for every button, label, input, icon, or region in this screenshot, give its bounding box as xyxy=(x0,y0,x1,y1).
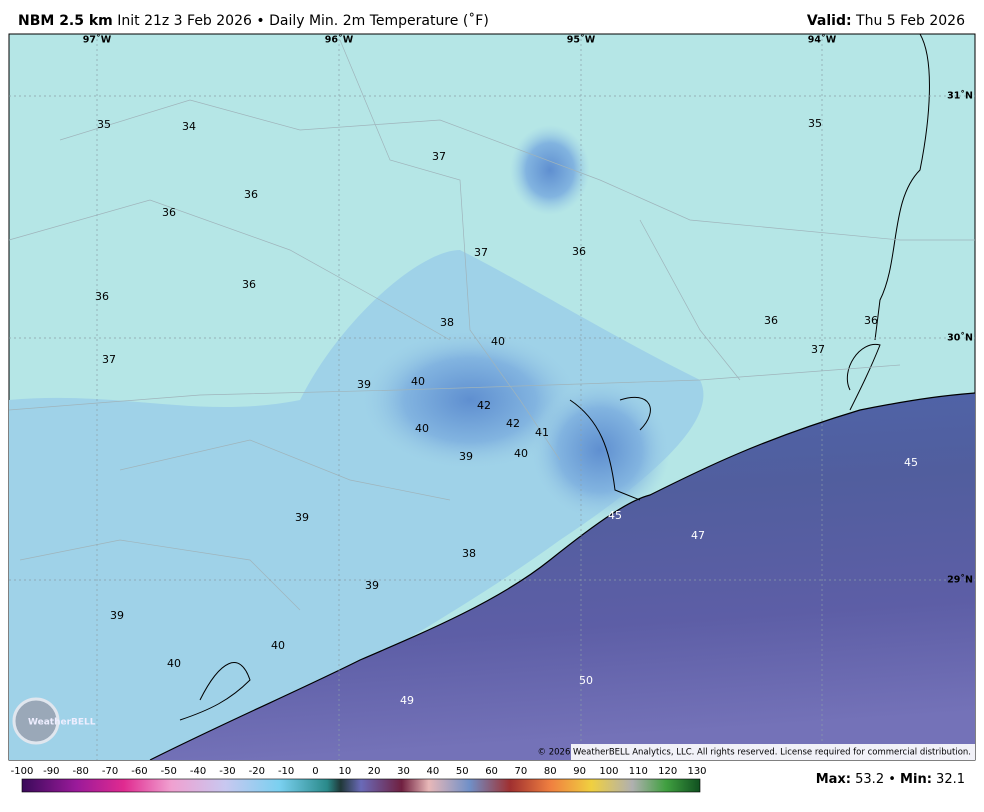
colorbar-tick-label: 110 xyxy=(629,766,648,777)
station-value: 36 xyxy=(244,188,258,201)
station-value: 38 xyxy=(462,547,476,560)
station-value: 36 xyxy=(162,206,176,219)
latitude-label: 30˚N xyxy=(947,333,973,344)
station-value: 41 xyxy=(535,426,549,439)
station-value: 38 xyxy=(440,316,454,329)
logo-text: WeatherBELL xyxy=(28,718,96,728)
station-value: 40 xyxy=(415,422,429,435)
station-value: 45 xyxy=(608,509,622,522)
colorbar-tick-label: 0 xyxy=(312,766,318,777)
colorbar-tick-label: 60 xyxy=(485,766,498,777)
station-value: 45 xyxy=(904,456,918,469)
station-value: 37 xyxy=(811,343,825,356)
latitude-label: 31˚N xyxy=(947,91,973,102)
min: 32.1 xyxy=(936,772,965,787)
colorbar-tick-label: -40 xyxy=(190,766,206,777)
logo: WeatherBELL xyxy=(12,697,96,745)
station-value: 39 xyxy=(365,579,379,592)
colorbar-tick-label: -50 xyxy=(161,766,177,777)
station-value: 39 xyxy=(295,511,309,524)
colorbar-tick-label: 70 xyxy=(515,766,528,777)
colorbar-tick-label: -10 xyxy=(278,766,294,777)
station-value: 36 xyxy=(572,245,586,258)
model: NBM 2.5 km xyxy=(18,13,113,29)
colorbar-tick-label: 20 xyxy=(368,766,381,777)
station-value: 36 xyxy=(764,314,778,327)
station-value: 36 xyxy=(864,314,878,327)
footer-stats: Max: 53.2 • Min: 32.1 xyxy=(816,772,965,787)
shoreline xyxy=(569,33,930,501)
warm-region xyxy=(510,125,590,215)
colorbar-tick-label: 30 xyxy=(397,766,410,777)
station-value: 49 xyxy=(400,694,414,707)
copyright-bg xyxy=(571,744,975,760)
station-value: 50 xyxy=(579,674,593,687)
separator: • xyxy=(256,13,264,29)
valid-label: Valid: xyxy=(807,13,852,29)
station-value: 37 xyxy=(474,246,488,259)
colorbar-tick-label: 100 xyxy=(599,766,618,777)
colorbar-tick-label: 40 xyxy=(427,766,440,777)
colorbar-tick-label: 130 xyxy=(687,766,706,777)
station-value: 40 xyxy=(167,657,181,670)
header-left: NBM 2.5 km Init 21z 3 Feb 2026 • Daily M… xyxy=(18,12,489,29)
station-value: 36 xyxy=(95,290,109,303)
valid-date: Thu 5 Feb 2026 xyxy=(855,13,965,29)
colorbar-tick-label: -90 xyxy=(43,766,59,777)
colorbar-tick-label: -30 xyxy=(219,766,235,777)
header-right: Valid: Thu 5 Feb 2026 xyxy=(807,13,965,29)
longitude-label: 94˚W xyxy=(808,35,837,46)
copyright: © 2026 WeatherBELL Analytics, LLC. All r… xyxy=(538,748,971,758)
station-value: 35 xyxy=(808,117,822,130)
station-value: 39 xyxy=(110,609,124,622)
station-value: 36 xyxy=(242,278,256,291)
station-value: 42 xyxy=(477,399,491,412)
station-value: 34 xyxy=(182,120,196,133)
warm-region xyxy=(360,330,580,470)
colorbar-tick-label: -60 xyxy=(131,766,147,777)
longitude-label: 97˚W xyxy=(83,35,112,46)
station-value: 47 xyxy=(691,529,705,542)
station-value: 39 xyxy=(357,378,371,391)
coastline xyxy=(149,392,976,761)
station-value: 40 xyxy=(514,447,528,460)
map: 97˚W 96˚W 95˚W 94˚W 31˚N 30˚N 29˚N 35 34 37 35 36 3… xyxy=(8,33,976,761)
station-value: 42 xyxy=(506,417,520,430)
gulf xyxy=(150,393,975,760)
separator: • xyxy=(888,772,896,787)
station-value: 40 xyxy=(491,335,505,348)
shoreline xyxy=(179,662,251,721)
min-label: Min: xyxy=(900,772,932,787)
max: 53.2 xyxy=(855,772,884,787)
logo-badge xyxy=(12,697,60,745)
colorbar-tick-label: -80 xyxy=(73,766,89,777)
init: Init 21z 3 Feb 2026 xyxy=(117,13,252,29)
station-value: 40 xyxy=(411,375,425,388)
colorbar-tick-label: -100 xyxy=(11,766,34,777)
station-value: 37 xyxy=(102,353,116,366)
warm-region xyxy=(530,380,670,520)
colorbar-tick-label: 120 xyxy=(658,766,677,777)
colorbar-tick-label: 80 xyxy=(544,766,557,777)
station-value: 35 xyxy=(97,118,111,131)
colorbar-tick-label: -70 xyxy=(102,766,118,777)
colorbar xyxy=(21,778,701,793)
max-label: Max: xyxy=(816,772,851,787)
longitude-label: 95˚W xyxy=(567,35,596,46)
colorbar-tick-label: 50 xyxy=(456,766,469,777)
station-value: 39 xyxy=(459,450,473,463)
station-value: 40 xyxy=(271,639,285,652)
latitude-label: 29˚N xyxy=(947,575,973,586)
station-value: 37 xyxy=(432,150,446,163)
colorbar-tick-label: -20 xyxy=(249,766,265,777)
product: Daily Min. 2m Temperature (˚F) xyxy=(269,12,489,29)
colorbar-tick-label: 90 xyxy=(573,766,586,777)
longitude-label: 96˚W xyxy=(325,35,354,46)
county-lines xyxy=(8,39,975,611)
colorbar-tick-label: 10 xyxy=(338,766,351,777)
